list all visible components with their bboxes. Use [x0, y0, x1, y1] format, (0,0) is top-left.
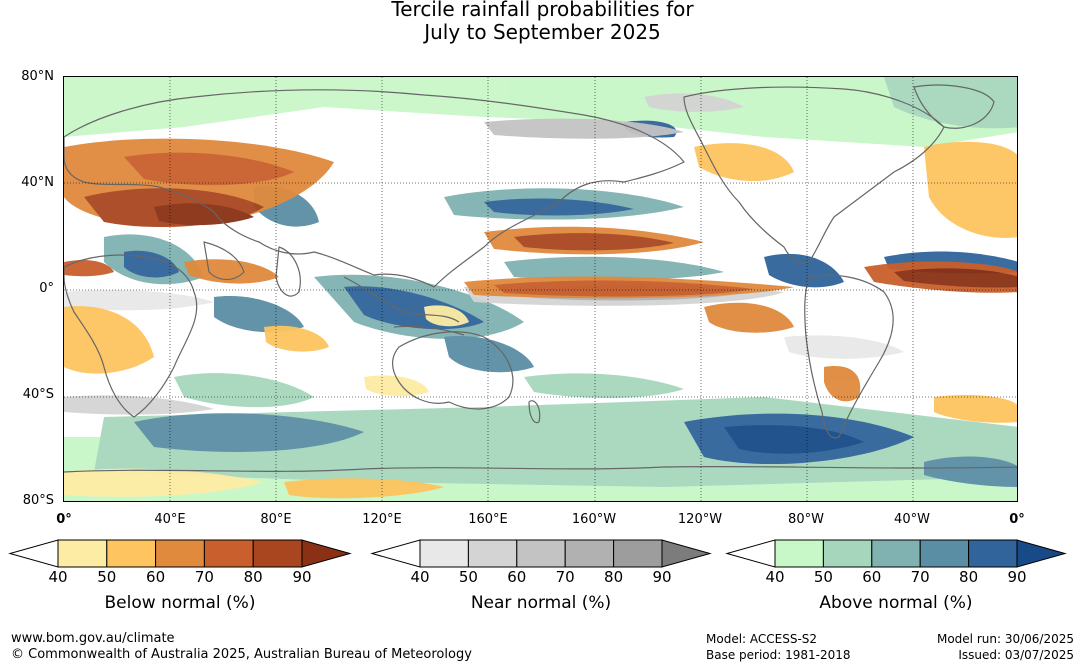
colorbar-below-normal-tick: 70 — [194, 568, 214, 586]
colorbar-above-normal-swatches — [725, 539, 1067, 568]
footer-issued: Issued: 03/07/2025 — [958, 648, 1074, 662]
colorbar-near-normal-tick: 80 — [604, 568, 624, 586]
lat-label-80n: 80°N — [21, 69, 54, 84]
below-normal-layer — [64, 138, 1017, 499]
map-title: Tercile rainfall probabilities for July … — [0, 0, 1085, 44]
lon-label-80e: 80°E — [260, 512, 292, 527]
footer-model-run: Model run: 30/06/2025 — [936, 632, 1074, 646]
colorbar-segment — [822, 539, 873, 568]
colorbar-below-normal-label: Below normal (%) — [104, 593, 256, 613]
colorbar-near-normal: 40 50 60 70 80 90 Near normal (%) — [370, 539, 712, 613]
graticule — [64, 77, 1017, 501]
lon-label-160w: 160°W — [571, 512, 617, 527]
colorbar-segment — [203, 539, 254, 568]
colorbar-below-normal-tick: 80 — [243, 568, 263, 586]
footer-base-period: Base period: 1981-2018 — [706, 648, 851, 662]
lat-label-40s: 40°S — [22, 387, 54, 402]
colorbar-cap-low — [725, 539, 776, 568]
footer-copyright: © Commonwealth of Australia 2025, Austra… — [11, 647, 472, 662]
colorbar-below-normal-tick: 60 — [146, 568, 166, 586]
colorbar-cap-high — [661, 539, 712, 568]
colorbar-near-normal-tick: 40 — [410, 568, 430, 586]
colorbar-below-normal-ticks: 40 50 60 70 80 90 — [10, 569, 350, 587]
lat-label-40n: 40°N — [21, 175, 54, 190]
colorbar-near-normal-tick: 90 — [652, 568, 672, 586]
colorbar-segment — [155, 539, 205, 568]
map-title-line2: July to September 2025 — [424, 20, 661, 44]
colorbar-above-normal-tick: 50 — [813, 568, 833, 586]
map-title-line1: Tercile rainfall probabilities for — [391, 0, 694, 21]
colorbar-cap-low — [370, 539, 421, 568]
lon-label-40w: 40°W — [894, 512, 930, 527]
footer-website: www.bom.gov.au/climate — [11, 631, 175, 646]
colorbar-segment — [564, 539, 615, 568]
lon-label-40e: 40°E — [154, 512, 186, 527]
colorbar-cap-high — [301, 539, 352, 568]
colorbar-above-normal-label: Above normal (%) — [819, 593, 973, 613]
rainfall-probability-map — [63, 76, 1018, 502]
colorbar-below-normal-tick: 50 — [97, 568, 117, 586]
colorbar-cap-low — [8, 539, 59, 568]
colorbar-above-normal-tick: 90 — [1007, 568, 1027, 586]
colorbar-above-normal: 40 50 60 70 80 90 Above normal (%) — [725, 539, 1067, 613]
lon-label-80w: 80°W — [788, 512, 824, 527]
colorbar-above-normal-tick: 80 — [959, 568, 979, 586]
map-canvas — [64, 77, 1017, 501]
lat-label-equator: 0° — [39, 281, 54, 296]
colorbar-segment — [252, 539, 303, 568]
colorbar-near-normal-ticks: 40 50 60 70 80 90 — [372, 569, 710, 587]
lon-label-120e: 120°E — [362, 512, 402, 527]
colorbar-segment — [774, 539, 824, 568]
colorbar-above-normal-tick: 70 — [910, 568, 930, 586]
colorbar-below-normal-tick: 90 — [292, 568, 312, 586]
colorbar-above-normal-ticks: 40 50 60 70 80 90 — [727, 569, 1065, 587]
colorbar-segment — [871, 539, 921, 568]
colorbar-below-normal-tick: 40 — [48, 568, 68, 586]
colorbar-near-normal-tick: 70 — [555, 568, 575, 586]
colorbar-below-normal: 40 50 60 70 80 90 Below normal (%) — [8, 539, 352, 613]
lon-label-160e: 160°E — [468, 512, 508, 527]
colorbar-below-normal-swatches — [8, 539, 352, 568]
colorbar-segment — [467, 539, 518, 568]
colorbar-above-normal-tick: 40 — [765, 568, 785, 586]
colorbar-segment — [419, 539, 469, 568]
colorbar-cap-high — [1016, 539, 1067, 568]
colorbar-segment — [516, 539, 566, 568]
colorbar-near-normal-tick: 60 — [507, 568, 527, 586]
colorbar-segment — [57, 539, 108, 568]
lon-label-0-left: 0° — [56, 512, 72, 527]
colorbar-above-normal-tick: 60 — [862, 568, 882, 586]
colorbar-near-normal-tick: 50 — [458, 568, 478, 586]
footer-model: Model: ACCESS-S2 — [706, 632, 818, 646]
colorbar-segment — [106, 539, 157, 568]
colorbar-segment — [613, 539, 663, 568]
lon-label-0-right: 0° — [1009, 512, 1025, 527]
colorbar-segment — [919, 539, 970, 568]
lon-label-120w: 120°W — [677, 512, 723, 527]
colorbar-near-normal-label: Near normal (%) — [470, 593, 612, 613]
colorbar-near-normal-swatches — [370, 539, 712, 568]
colorbar-segment — [968, 539, 1018, 568]
lat-label-80s: 80°S — [22, 493, 54, 508]
coastlines — [64, 84, 1017, 473]
